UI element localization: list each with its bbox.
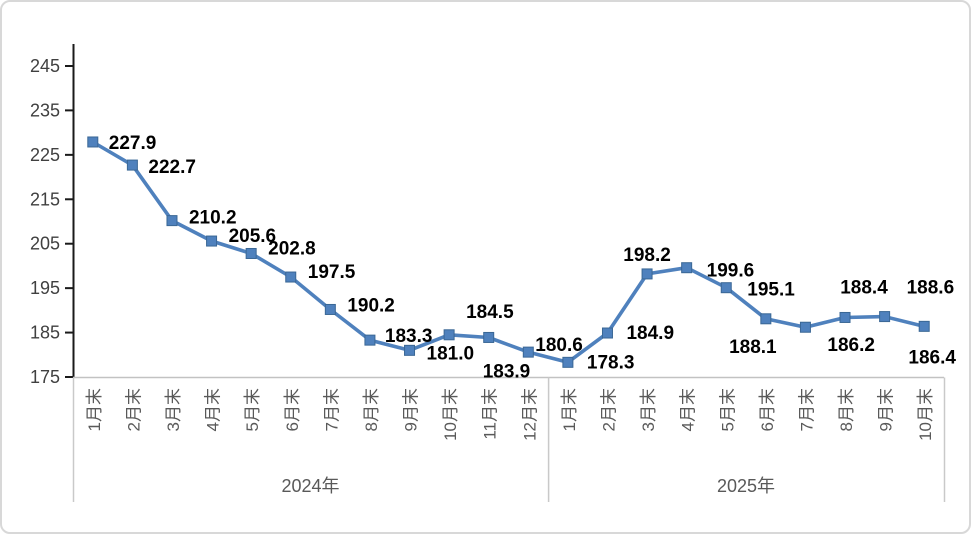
x-axis-category-label: 5月末 xyxy=(718,388,737,431)
data-point-marker xyxy=(720,282,732,294)
x-axis-group-label: 2024年 xyxy=(282,476,340,496)
data-point-marker xyxy=(245,247,257,259)
data-point-marker xyxy=(681,262,693,274)
x-axis-category-label: 3月末 xyxy=(639,388,658,431)
data-point-marker xyxy=(404,344,416,356)
data-point-label: 195.1 xyxy=(747,280,795,301)
data-point-marker xyxy=(522,346,534,358)
data-point-marker xyxy=(206,235,218,247)
data-point-marker xyxy=(641,268,653,280)
x-axis-category-label: 1月末 xyxy=(560,388,579,431)
x-axis-category-label: 10月末 xyxy=(916,388,935,441)
data-point-label: 199.6 xyxy=(707,261,755,282)
data-point-marker xyxy=(601,327,613,339)
x-axis-category-label: 2月末 xyxy=(124,388,143,431)
data-point-label: 188.4 xyxy=(840,277,888,298)
x-axis-category-label: 6月末 xyxy=(758,388,777,431)
data-point-marker xyxy=(87,136,99,148)
data-point-label: 183.9 xyxy=(483,361,531,382)
data-point-label: 202.8 xyxy=(268,238,316,259)
y-axis-tick-label: 175 xyxy=(30,367,60,387)
x-axis-category-label: 10月末 xyxy=(441,388,460,441)
x-axis-category-label: 7月末 xyxy=(322,388,341,431)
x-axis-category-label: 12月末 xyxy=(520,388,539,441)
data-point-label: 197.5 xyxy=(308,262,356,283)
data-point-label: 210.2 xyxy=(189,208,237,229)
y-axis-tick-label: 185 xyxy=(30,323,60,343)
y-axis-tick-label: 195 xyxy=(30,278,60,298)
x-axis-category-label: 2月末 xyxy=(599,388,618,431)
x-axis-category-label: 7月末 xyxy=(797,388,816,431)
data-point-marker xyxy=(799,321,811,333)
data-point-marker xyxy=(285,271,297,283)
series-line xyxy=(91,140,927,365)
x-axis-category-label: 3月末 xyxy=(164,388,183,431)
y-axis-tick-label: 235 xyxy=(30,100,60,120)
data-point-label: 178.3 xyxy=(587,352,635,373)
data-point-marker xyxy=(879,311,891,323)
data-point-label: 227.9 xyxy=(109,133,157,154)
data-point-marker xyxy=(839,311,851,323)
x-axis-category-label: 8月末 xyxy=(362,388,381,431)
data-point-label: 181.0 xyxy=(427,343,475,364)
data-point-label: 180.6 xyxy=(535,335,583,356)
data-point-label: 222.7 xyxy=(148,157,196,178)
data-point-label: 186.4 xyxy=(908,347,956,368)
y-axis-tick-label: 225 xyxy=(30,145,60,165)
x-axis-category-label: 1月末 xyxy=(85,388,104,431)
data-point-label: 183.3 xyxy=(385,326,433,347)
data-point-marker xyxy=(443,329,455,341)
x-axis-category-label: 4月末 xyxy=(204,388,223,431)
x-axis-category-label: 6月末 xyxy=(283,388,302,431)
data-point-marker xyxy=(126,159,138,171)
x-axis-category-label: 11月末 xyxy=(481,388,500,440)
x-axis-category-label: 9月末 xyxy=(402,388,421,431)
x-axis-category-label: 5月末 xyxy=(243,388,262,431)
data-point-label: 188.1 xyxy=(729,337,777,358)
data-point-label: 198.2 xyxy=(623,245,671,266)
y-axis-tick-label: 205 xyxy=(30,234,60,254)
data-point-label: 186.2 xyxy=(827,335,875,356)
data-point-marker xyxy=(483,331,495,343)
x-axis-category-label: 9月末 xyxy=(877,388,896,431)
data-point-marker xyxy=(324,303,336,315)
data-point-marker xyxy=(166,215,178,227)
data-point-marker xyxy=(760,313,772,325)
data-point-label: 190.2 xyxy=(347,295,395,316)
data-point-label: 184.5 xyxy=(466,302,514,323)
x-axis-group-label: 2025年 xyxy=(717,476,775,496)
data-point-marker xyxy=(918,320,930,332)
x-axis-category-label: 8月末 xyxy=(837,388,856,431)
data-point-marker xyxy=(562,356,574,368)
y-axis-tick-label: 215 xyxy=(30,189,60,209)
data-point-label: 184.9 xyxy=(626,323,674,344)
data-point-marker xyxy=(364,334,376,346)
data-point-label: 188.6 xyxy=(907,278,955,299)
y-axis-tick-label: 245 xyxy=(30,56,60,76)
data-point-label: 205.6 xyxy=(229,226,277,247)
x-axis-category-label: 4月末 xyxy=(679,388,698,431)
